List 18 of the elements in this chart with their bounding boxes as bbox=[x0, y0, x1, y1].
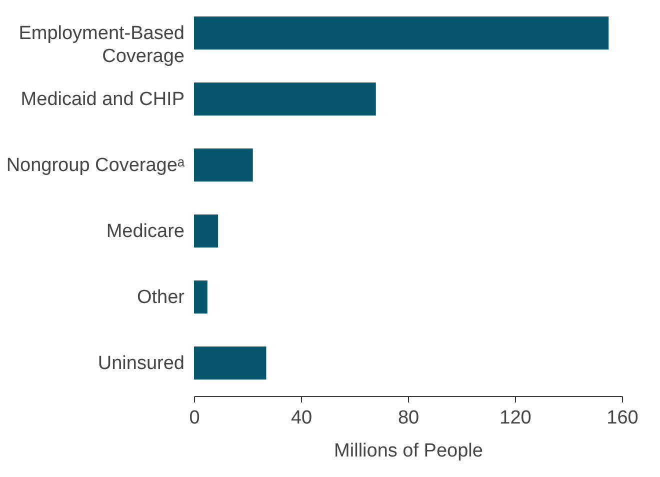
x-tick-label: 0 bbox=[189, 408, 200, 428]
y-tick-label: Employment-Based Coverage bbox=[18, 23, 184, 67]
x-tick-label: 160 bbox=[606, 408, 638, 428]
y-tick-label: Nongroup Coverageᵃ bbox=[6, 155, 186, 176]
bar bbox=[194, 346, 266, 380]
bar bbox=[194, 214, 218, 248]
bar bbox=[194, 148, 253, 182]
x-axis-title: Millions of People bbox=[334, 440, 483, 462]
x-tick-label: 120 bbox=[500, 408, 532, 428]
bar bbox=[194, 82, 376, 116]
bar bbox=[194, 16, 609, 50]
bar bbox=[194, 280, 208, 314]
y-tick-label: Medicaid and CHIP bbox=[20, 89, 184, 110]
y-tick-label: Uninsured bbox=[98, 353, 184, 374]
y-tick-label: Medicare bbox=[106, 221, 184, 242]
x-tick-label: 80 bbox=[398, 408, 420, 428]
x-tick-label: 40 bbox=[290, 408, 312, 428]
y-tick-label: Other bbox=[136, 287, 186, 308]
